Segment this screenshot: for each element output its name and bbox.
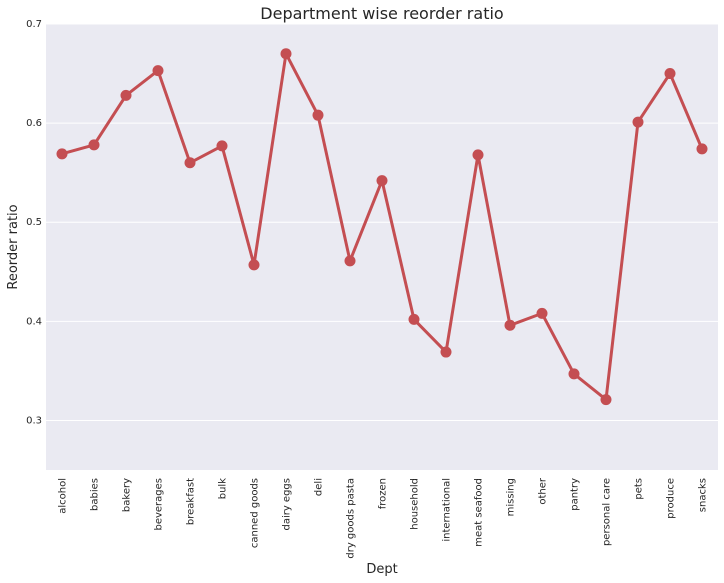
- x-tick-label: produce: [666, 478, 677, 519]
- data-point-produce: [664, 68, 676, 80]
- x-tick-label: bakery: [122, 478, 133, 512]
- x-tick-label: frozen: [378, 478, 389, 509]
- data-point-other: [536, 307, 548, 319]
- x-tick-label: pantry: [570, 478, 581, 511]
- x-tick-label: international: [442, 478, 453, 542]
- data-points: [56, 48, 708, 406]
- data-point-deli: [312, 109, 324, 121]
- x-tick-label: dry goods pasta: [346, 478, 357, 559]
- y-tick-labels: 0.3 0.4 0.5 0.6 0.7: [26, 19, 42, 426]
- data-point-bakery: [120, 89, 132, 101]
- y-tick-label: 0.5: [26, 217, 42, 228]
- plot-area: [46, 24, 718, 470]
- y-tick-label: 0.7: [26, 19, 42, 30]
- y-tick-label: 0.4: [26, 316, 42, 327]
- x-tick-label: meat seafood: [474, 478, 485, 547]
- data-point-meat-seafood: [472, 149, 484, 161]
- data-point-snacks: [696, 143, 708, 155]
- x-tick-label: deli: [314, 478, 325, 496]
- x-tick-label: snacks: [698, 478, 709, 512]
- y-axis-label: Reorder ratio: [6, 204, 21, 289]
- data-point-breakfast: [184, 157, 196, 169]
- x-tick-label: bulk: [218, 478, 229, 499]
- x-tick-label: personal care: [602, 478, 613, 546]
- data-point-canned-goods: [248, 259, 260, 271]
- y-tick-label: 0.6: [26, 118, 42, 129]
- data-point-personal-care: [600, 394, 612, 406]
- x-tick-label: beverages: [154, 478, 165, 531]
- data-point-alcohol: [56, 148, 68, 160]
- data-point-beverages: [152, 65, 164, 77]
- data-point-pets: [632, 116, 644, 128]
- data-point-frozen: [376, 175, 388, 187]
- y-tick-label: 0.3: [26, 415, 42, 426]
- x-tick-label: other: [538, 477, 549, 505]
- x-tick-label: household: [410, 478, 421, 530]
- data-point-international: [440, 346, 452, 358]
- data-point-pantry: [568, 368, 580, 380]
- chart-title: Department wise reorder ratio: [260, 4, 503, 23]
- x-tick-label: pets: [634, 478, 645, 500]
- x-tick-label: missing: [506, 478, 517, 516]
- data-point-missing: [504, 319, 516, 331]
- gridlines: [46, 23, 718, 421]
- x-axis-label: Dept: [366, 562, 397, 577]
- x-tick-label: babies: [90, 478, 101, 511]
- data-point-bulk: [216, 140, 228, 152]
- data-point-household: [408, 313, 420, 325]
- x-tick-label: breakfast: [186, 478, 197, 525]
- x-tick-label: dairy eggs: [282, 478, 293, 531]
- data-point-babies: [88, 139, 100, 151]
- x-tick-label: alcohol: [58, 478, 69, 514]
- data-point-dry-goods-pasta: [344, 255, 356, 267]
- x-tick-label: canned goods: [250, 478, 261, 548]
- x-tick-labels: alcohol babies bakery beverages breakfast bul…: [58, 477, 709, 559]
- data-point-dairy-eggs: [280, 48, 292, 60]
